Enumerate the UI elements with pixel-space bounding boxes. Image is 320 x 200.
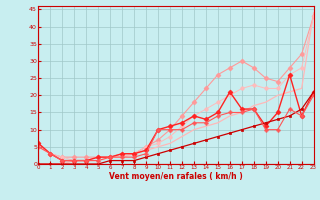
X-axis label: Vent moyen/en rafales ( km/h ): Vent moyen/en rafales ( km/h ) <box>109 172 243 181</box>
